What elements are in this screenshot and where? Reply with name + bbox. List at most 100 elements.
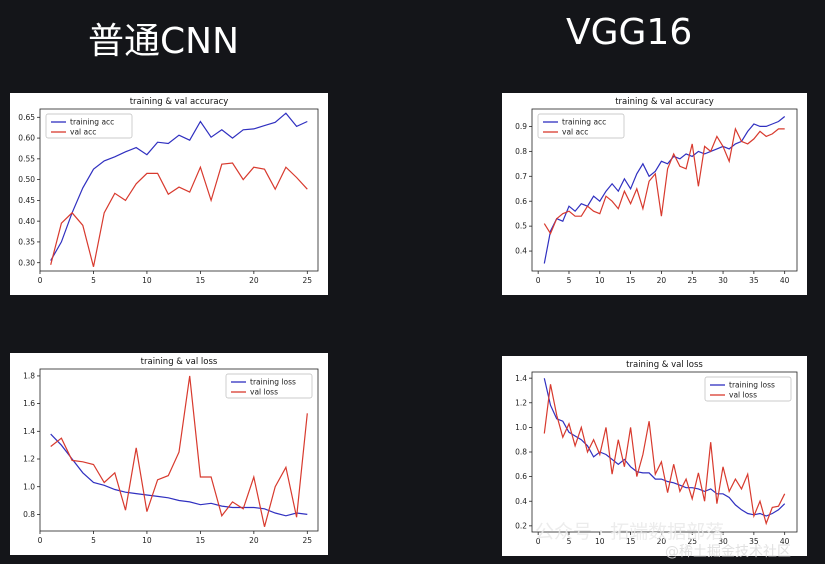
y-tick-label: 0.45 [18,196,35,205]
chart-svg: training & val accuracy 0 5 10 15 20 25 0.30 0.3… [18,97,319,285]
legend-label: val acc [562,128,588,137]
val-series-line [543,384,786,526]
y-tick-label: 0.60 [18,134,35,143]
heading-cnn: 普通CNN [88,21,239,62]
vgg16-loss-chart: training & val loss 0 5 10 15 20 25 30 35 40 0.2 0.… [502,356,807,556]
y-tick-label: 0.4 [515,497,527,506]
y-tick-label: 0.6 [515,472,527,481]
chart-title: training & val loss [141,357,218,367]
x-tick-label: 0 [38,536,43,545]
y-tick-label: 0.2 [515,521,527,530]
y-tick-label: 1.8 [23,372,35,381]
x-tick-label: 0 [536,276,541,285]
x-tick-label: 20 [657,276,667,285]
y-tick-label: 1.4 [23,427,35,436]
x-tick-label: 10 [142,276,152,285]
legend-box [225,373,313,399]
watermark-subtext: @稀土掘金技术社区 [665,544,791,560]
legend-label: training loss [729,381,775,390]
y-tick-label: 0.6 [515,197,527,206]
x-tick-label: 30 [718,276,728,285]
legend-label: training loss [250,378,296,387]
train-series-line [543,378,786,517]
chart-svg: training & val loss 0 5 10 15 20 25 30 35 40 0.2 0.… [515,360,798,546]
y-tick-label: 1.2 [515,398,527,407]
legend-label: val acc [70,128,96,137]
y-tick-label: 0.30 [18,258,35,267]
train-series-line [50,433,308,517]
x-tick-label: 40 [780,537,790,546]
y-tick-label: 0.9 [515,122,527,131]
chart-title: training & val loss [626,360,703,370]
val-series-line [543,127,785,235]
y-tick-label: 1.0 [515,423,527,432]
plot-frame [39,368,319,532]
chart-svg: training & val accuracy 0 5 10 15 20 25 30 35 40 0… [515,97,798,285]
heading-vgg16: VGG16 [566,12,693,53]
x-tick-label: 5 [91,536,96,545]
x-tick-label: 25 [687,276,697,285]
y-tick-label: 1.0 [23,482,35,491]
x-tick-label: 25 [303,536,313,545]
x-tick-label: 20 [657,537,667,546]
legend-box [537,113,625,139]
x-tick-label: 15 [626,276,636,285]
y-tick-label: 0.65 [18,113,35,122]
x-tick-label: 20 [249,536,259,545]
legend-label: training acc [70,118,114,127]
cnn-accuracy-chart: training & val accuracy 0 5 10 15 20 25 0.30 0.3… [10,93,328,295]
val-series-line [50,375,308,527]
x-tick-label: 35 [749,276,759,285]
x-tick-label: 0 [38,276,43,285]
x-tick-label: 30 [718,537,728,546]
y-tick-label: 0.7 [515,172,527,181]
x-tick-label: 25 [303,276,313,285]
legend-label: training acc [562,118,606,127]
y-tick-label: 0.50 [18,175,35,184]
legend-label: val loss [729,391,757,400]
x-tick-label: 10 [142,536,152,545]
watermark-text: 公众号 · 拓端数据部落 [535,521,725,543]
y-tick-label: 0.35 [18,238,35,247]
chart-title: training & val accuracy [130,97,229,107]
y-tick-label: 0.8 [23,510,35,519]
x-tick-label: 5 [567,537,572,546]
x-tick-label: 20 [249,276,259,285]
chart-svg: training & val loss 0 5 10 15 20 25 0.8 1.0 1.2 1.… [23,357,319,545]
y-tick-label: 1.4 [515,374,527,383]
y-tick-label: 1.2 [23,455,35,464]
plot-frame [39,108,319,272]
y-tick-label: 0.8 [515,147,527,156]
legend-label: val loss [250,388,278,397]
x-tick-label: 10 [595,276,605,285]
y-tick-label: 0.8 [515,448,527,457]
vgg16-accuracy-chart: training & val accuracy 0 5 10 15 20 25 30 35 40 0… [502,93,807,295]
train-series-line [543,116,786,264]
x-tick-label: 5 [91,276,96,285]
x-tick-label: 25 [687,537,697,546]
plot-frame [531,108,798,272]
y-tick-label: 0.5 [515,222,527,231]
cnn-loss-chart: training & val loss 0 5 10 15 20 25 0.8 1.0 1.2 1.… [10,353,328,555]
legend-box [45,113,133,139]
y-tick-label: 0.55 [18,154,35,163]
train-series-line [50,112,308,261]
x-tick-label: 15 [626,537,636,546]
x-tick-label: 40 [780,276,790,285]
y-tick-label: 0.40 [18,217,35,226]
x-tick-label: 35 [749,537,759,546]
chart-title: training & val accuracy [615,97,714,107]
y-tick-label: 1.6 [23,399,35,408]
x-tick-label: 10 [595,537,605,546]
val-series-line [50,162,308,267]
x-tick-label: 5 [567,276,572,285]
x-tick-label: 15 [196,536,206,545]
y-tick-label: 0.4 [515,247,527,256]
legend-box [704,376,792,402]
x-tick-label: 15 [196,276,206,285]
x-tick-label: 0 [536,537,541,546]
